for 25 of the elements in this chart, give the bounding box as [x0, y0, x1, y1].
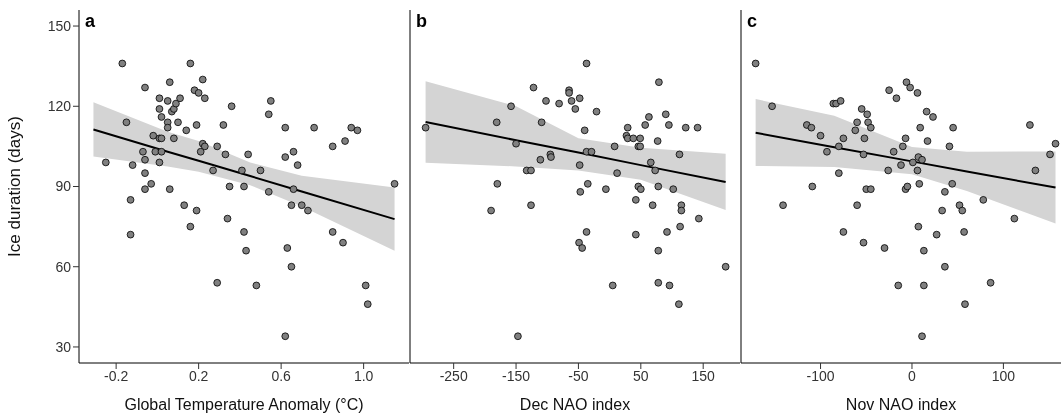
chart-title: a [85, 11, 96, 32]
y-tick-label: 150 [47, 18, 72, 35]
chart-title: c [747, 11, 758, 32]
y-tick-label: 60 [55, 258, 72, 275]
chart-title: b [416, 11, 427, 32]
y-tick-label: 30 [55, 338, 72, 355]
y-tick-label: 120 [47, 98, 72, 115]
x-tick-label: -250 [439, 367, 468, 384]
x-tick-label: 0 [908, 367, 917, 384]
y-axis-title: Ice duration (days) [5, 116, 25, 257]
x-tick-label: -100 [806, 367, 835, 384]
x-axis-title: Nov NAO index [845, 396, 957, 413]
x-tick-label: 50 [633, 367, 649, 384]
x-tick-label: -0.2 [104, 367, 129, 384]
x-tick-label: -50 [568, 367, 589, 384]
x-tick-label: 0.2 [188, 367, 209, 384]
x-axis-title: Dec NAO index [519, 396, 631, 413]
line-series [92, 128, 396, 221]
x-tick-label: 150 [691, 367, 716, 384]
y-tick-label: 90 [55, 178, 72, 195]
x-tick-label: 100 [991, 367, 1016, 384]
x-tick-label: 0.6 [271, 367, 292, 384]
x-axis-title: Global Temperature Anomaly (°C) [124, 396, 364, 413]
x-tick-label: 1.0 [353, 367, 374, 384]
x-tick-label: -150 [502, 367, 531, 384]
